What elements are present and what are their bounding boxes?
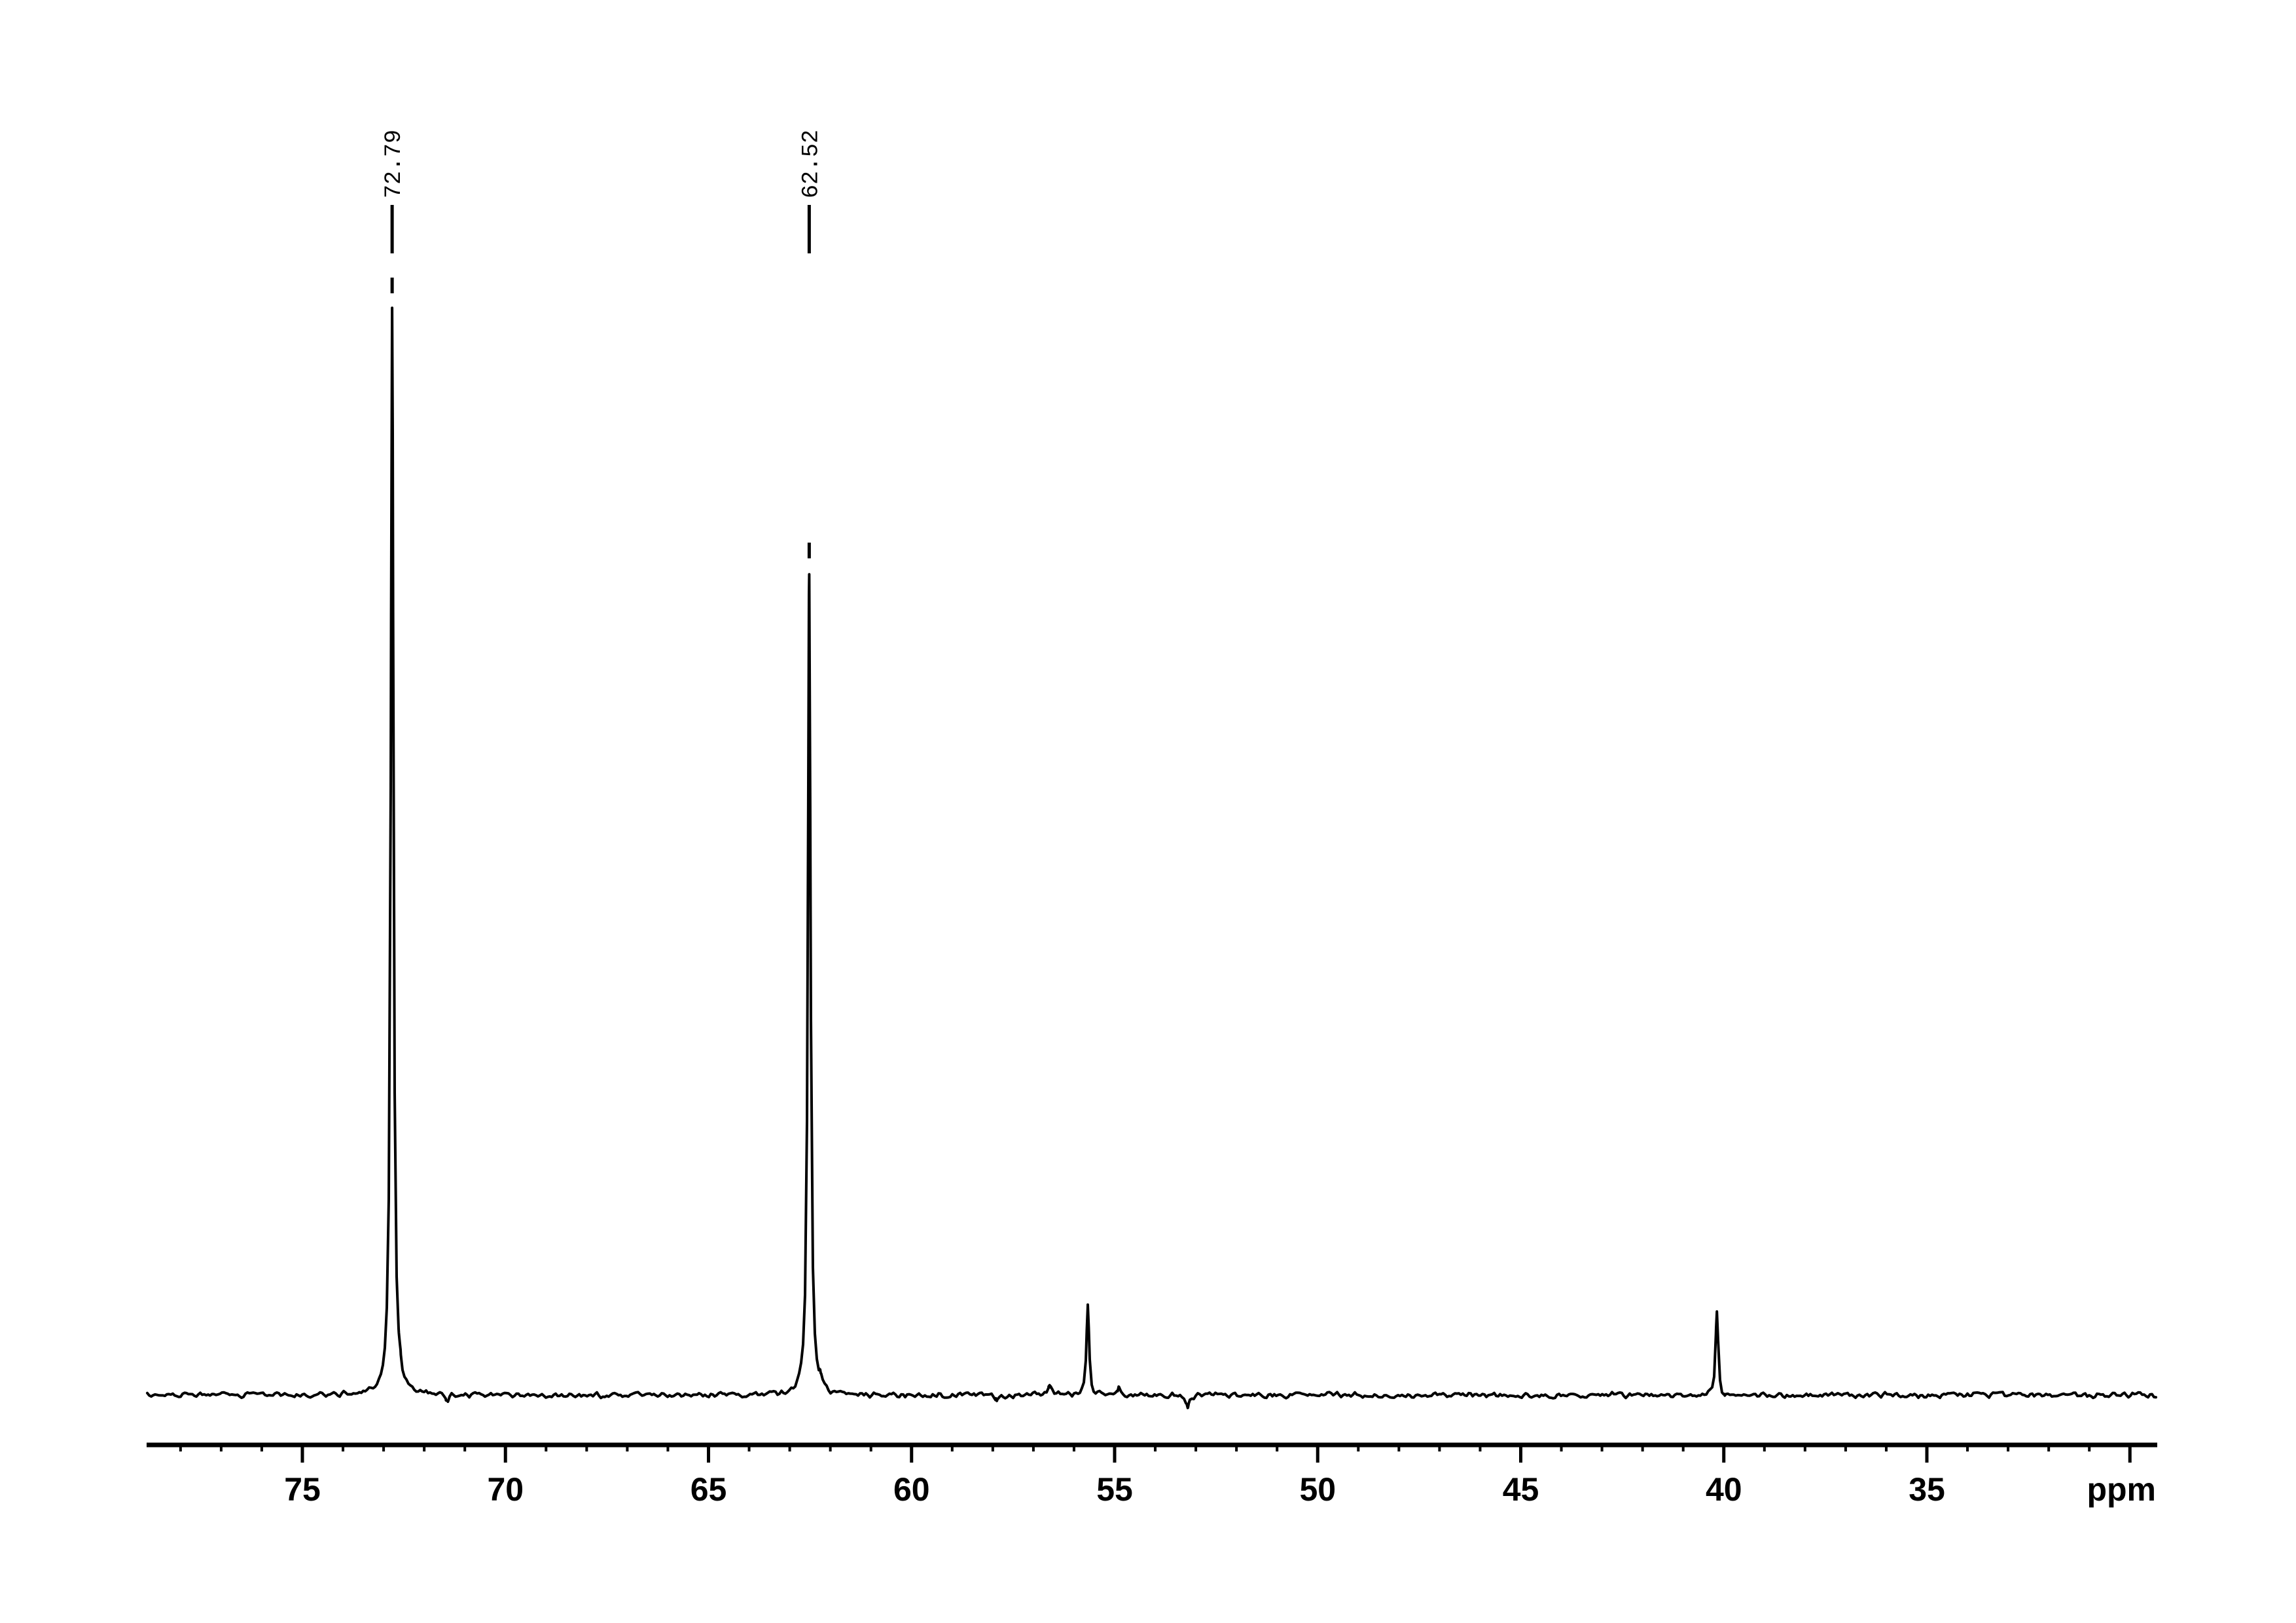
- x-axis-tick-label: 65: [691, 1471, 727, 1508]
- x-axis-unit-label: ppm: [2087, 1471, 2156, 1508]
- peak-label: 62.52: [798, 130, 824, 198]
- x-axis-tick-label: 60: [893, 1471, 930, 1508]
- x-axis-tick-label: 70: [487, 1471, 524, 1508]
- x-axis-tick-label: 45: [1503, 1471, 1539, 1508]
- peak-annotations: 72.79 62.52: [381, 130, 824, 558]
- peak-label: 72.79: [381, 130, 407, 198]
- spectrum-trace: [146, 306, 2157, 1410]
- x-axis-tick-label: 50: [1299, 1471, 1336, 1508]
- x-axis-ticks: [179, 1443, 2132, 1463]
- x-axis-tick-labels: 75 70 65 60 55 50 45 40 35: [284, 1471, 1945, 1508]
- x-axis-tick-label: 35: [1909, 1471, 1945, 1508]
- x-axis-tick-label: 40: [1706, 1471, 1742, 1508]
- x-axis-tick-label: 75: [284, 1471, 321, 1508]
- x-axis-tick-label: 55: [1096, 1471, 1133, 1508]
- x-axis: 75 70 65 60 55 50 45 40 35 ppm: [147, 1442, 2157, 1508]
